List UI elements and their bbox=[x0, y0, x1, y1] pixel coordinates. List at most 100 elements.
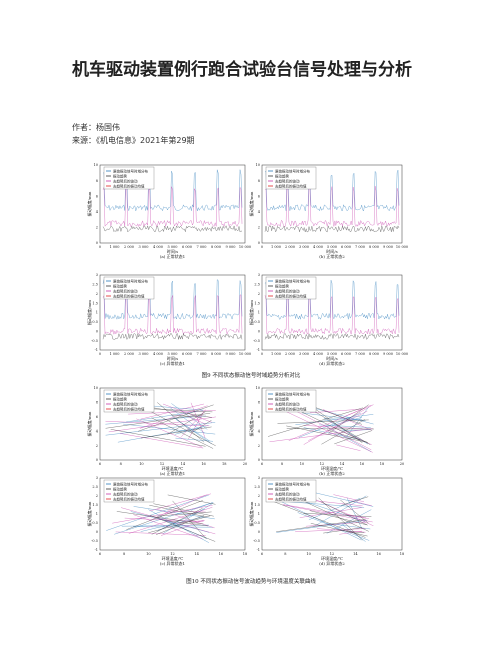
x-tick-label: 14 bbox=[181, 462, 186, 466]
legend-entry: 原始振动信号时域分布 bbox=[275, 278, 310, 283]
x-tick-label: 16 bbox=[201, 462, 205, 466]
x-tick-label: 4 000 bbox=[153, 245, 163, 249]
y-tick-label: 0.5 bbox=[254, 320, 260, 324]
y-tick-label: 10 bbox=[256, 386, 260, 390]
y-tick-label: 4 bbox=[258, 210, 261, 214]
x-tick-label: 18 bbox=[400, 552, 404, 556]
legend-entry: 去趋势后的波动 bbox=[113, 401, 138, 406]
legend-box bbox=[103, 276, 155, 300]
y-tick-label: 0.5 bbox=[92, 521, 98, 525]
x-tick-label: 10 bbox=[306, 552, 310, 556]
x-axis-label: 环境温度/℃ bbox=[162, 465, 184, 471]
y-tick-label: 6 bbox=[258, 194, 260, 198]
legend-entry: 原始振动信号时域分布 bbox=[113, 278, 148, 283]
y-tick-label: 2.5 bbox=[254, 283, 260, 287]
y-tick-label: 6 bbox=[96, 194, 98, 198]
panel-caption: (b) 正常状态2 bbox=[319, 253, 345, 259]
x-tick-label: 5 000 bbox=[167, 352, 177, 356]
y-tick-label: 2 bbox=[258, 444, 260, 448]
legend-entry: 振动趋势 bbox=[275, 486, 289, 491]
y-tick-label: 2 bbox=[258, 226, 260, 230]
legend-box bbox=[103, 479, 155, 503]
x-tick-label: 6 bbox=[261, 552, 263, 556]
y-tick-label: 0 bbox=[258, 458, 260, 462]
y-tick-label: 0 bbox=[96, 329, 98, 333]
x-axis-label: 时间/s bbox=[167, 248, 178, 254]
x-tick-label: 6 000 bbox=[182, 245, 192, 249]
y-tick-label: 1.5 bbox=[254, 503, 260, 507]
x-tick-label: 9 000 bbox=[383, 245, 393, 249]
y-tick-label: 8 bbox=[258, 179, 260, 183]
y-tick-label: 3 bbox=[96, 273, 98, 277]
legend-entry: 去趋势后的波动 bbox=[275, 491, 300, 496]
panel-caption: (d) 异常状态2 bbox=[319, 360, 345, 366]
panel-caption: (b) 正常状态2 bbox=[319, 470, 345, 476]
x-tick-label: 6 bbox=[99, 462, 101, 466]
y-tick-label: 1.5 bbox=[92, 301, 98, 305]
y-tick-label: 0 bbox=[96, 530, 98, 534]
x-tick-label: 12 bbox=[160, 462, 164, 466]
legend-entry: 振动趋势 bbox=[113, 486, 127, 491]
y-tick-label: -0.5 bbox=[91, 339, 98, 343]
x-tick-label: 8 000 bbox=[369, 245, 379, 249]
x-tick-label: 3 000 bbox=[138, 245, 148, 249]
x-tick-label: 9 000 bbox=[383, 352, 393, 356]
x-tick-label: 0 bbox=[261, 245, 263, 249]
x-axis-label: 时间/s bbox=[326, 248, 337, 254]
y-tick-label: 0.5 bbox=[254, 521, 260, 525]
y-tick-label: 2 bbox=[96, 292, 98, 296]
x-tick-label: 20 bbox=[400, 462, 404, 466]
legend-entry: 原始振动信号时域分布 bbox=[113, 481, 148, 486]
x-tick-label: 12 bbox=[320, 462, 324, 466]
x-tick-label: 16 bbox=[219, 552, 223, 556]
x-tick-label: 7 000 bbox=[196, 352, 206, 356]
legend-entry: 振动趋势 bbox=[113, 283, 127, 288]
legend-box bbox=[103, 389, 155, 413]
panel-caption: (d) 异常状态2 bbox=[319, 560, 345, 566]
y-tick-label: 1 bbox=[258, 311, 260, 315]
legend-entry: 原始振动信号时域分布 bbox=[275, 168, 310, 173]
signal-trace bbox=[105, 402, 216, 449]
signal-trace bbox=[267, 402, 375, 445]
x-tick-label: 8 000 bbox=[369, 352, 379, 356]
article-title: 机车驱动装置例行跑合试验台信号处理与分析 bbox=[72, 60, 412, 80]
x-tick-label: 18 bbox=[243, 552, 247, 556]
x-axis-label: 环境温度/℃ bbox=[321, 555, 343, 561]
y-tick-label: 2.5 bbox=[254, 485, 260, 489]
legend-entry: 去趋势后的波动 bbox=[113, 288, 138, 293]
x-tick-label: 14 bbox=[353, 552, 358, 556]
x-tick-label: 8 000 bbox=[211, 245, 221, 249]
panel-caption: (a) 正常状态1 bbox=[160, 470, 185, 476]
x-tick-label: 3 000 bbox=[299, 352, 309, 356]
y-tick-label: 3 bbox=[96, 476, 98, 480]
x-axis-label: 环境温度/℃ bbox=[162, 555, 184, 561]
x-tick-label: 12 bbox=[170, 552, 174, 556]
y-axis-label: 振动幅度/mm bbox=[86, 411, 92, 436]
legend-entry: 去趋势后的波动 bbox=[113, 491, 138, 496]
x-tick-label: 1 000 bbox=[109, 245, 119, 249]
y-tick-label: 1 bbox=[96, 311, 98, 315]
x-tick-label: 0 bbox=[261, 352, 263, 356]
signal-trace bbox=[105, 402, 216, 449]
x-tick-label: 4 000 bbox=[313, 352, 323, 356]
legend-entry: 去趋势后的波动 bbox=[113, 178, 138, 183]
figure-caption: 图9 不同状态振动信号时域趋势分析对比 bbox=[202, 371, 301, 379]
x-axis-label: 时间/s bbox=[326, 355, 337, 361]
y-tick-label: 3 bbox=[258, 476, 260, 480]
signal-trace bbox=[102, 332, 243, 340]
y-tick-label: -0.5 bbox=[253, 539, 260, 543]
y-tick-label: -0.5 bbox=[253, 339, 260, 343]
y-axis-label: 振动幅度/mm bbox=[86, 501, 92, 526]
x-tick-label: 5 000 bbox=[327, 245, 337, 249]
x-tick-label: 12 bbox=[330, 552, 334, 556]
legend-entry: 原始振动信号时域分布 bbox=[113, 168, 148, 173]
y-tick-label: 1 bbox=[258, 512, 260, 516]
legend-entry: 去趋势后的波动 bbox=[275, 178, 300, 183]
x-tick-label: 9 000 bbox=[225, 245, 235, 249]
x-axis-label: 时间/s bbox=[167, 355, 178, 361]
y-tick-label: -1 bbox=[257, 548, 260, 552]
y-tick-label: 0 bbox=[258, 329, 260, 333]
x-tick-label: 14 bbox=[340, 462, 345, 466]
x-tick-label: 2 000 bbox=[124, 245, 134, 249]
x-tick-label: 8 bbox=[284, 552, 286, 556]
